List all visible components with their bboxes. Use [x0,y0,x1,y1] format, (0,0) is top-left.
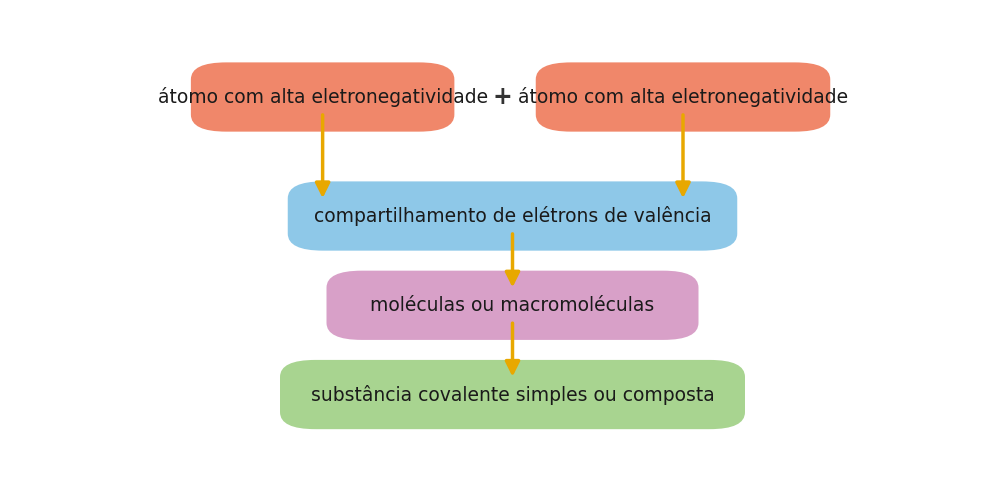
Text: átomo com alta eletronegatividade: átomo com alta eletronegatividade [518,87,848,107]
Text: moléculas ou macromoléculas: moléculas ou macromoléculas [370,296,655,315]
FancyBboxPatch shape [191,62,454,132]
Text: átomo com alta eletronegatividade: átomo com alta eletronegatividade [158,87,488,107]
Text: substância covalente simples ou composta: substância covalente simples ou composta [311,384,714,405]
Text: compartilhamento de elétrons de valência: compartilhamento de elétrons de valência [314,206,711,226]
FancyBboxPatch shape [280,360,745,429]
FancyBboxPatch shape [326,270,698,340]
FancyBboxPatch shape [288,182,737,251]
FancyBboxPatch shape [536,62,830,132]
Text: +: + [493,85,512,109]
